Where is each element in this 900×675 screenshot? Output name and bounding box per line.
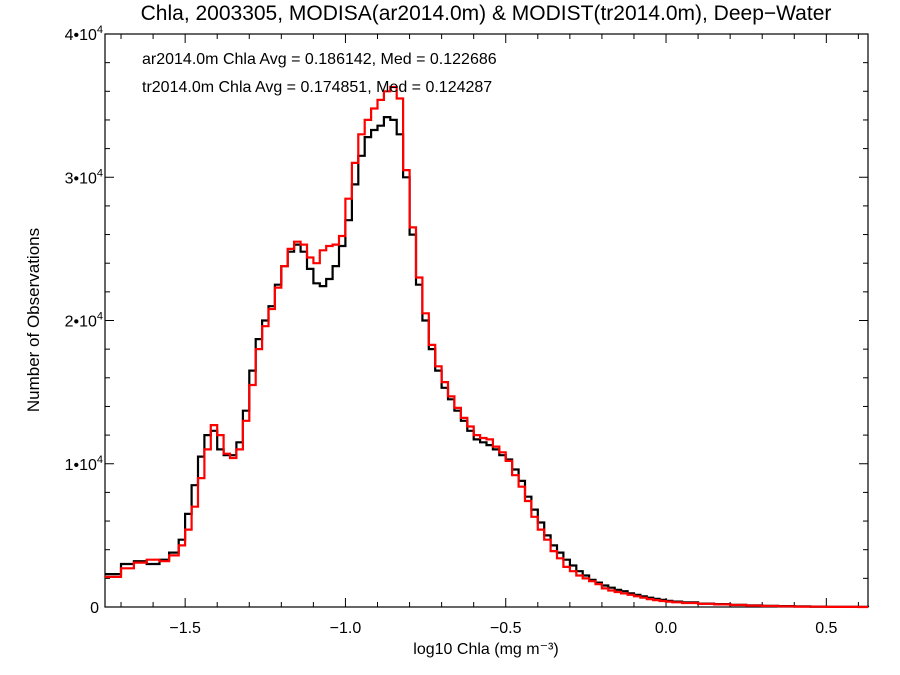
series-line-tr2014 [105,85,868,609]
stats-annotation: ar2014.0m Chla Avg = 0.186142, Med = 0.1… [142,51,497,68]
y-tick-label: 2•104 [65,311,103,331]
annotations: ar2014.0m Chla Avg = 0.186142, Med = 0.1… [142,51,497,96]
plot-area [104,33,869,608]
series-group [105,85,870,609]
x-axis-label: log10 Chla (mg m⁻³) [413,641,558,658]
chart-title: Chla, 2003305, MODISA(ar2014.0m) & MODIS… [141,2,832,25]
stats-annotation: tr2014.0m Chla Avg = 0.174851, Med = 0.1… [142,79,492,96]
y-axis: 0 1•104 2•104 3•104 4•104 [65,24,868,617]
x-tick-label: −0.5 [490,620,522,637]
y-tick-label: 3•104 [65,167,103,187]
x-tick-label: 0.0 [655,620,677,637]
y-tick-label: 0 [90,600,99,617]
x-tick-label: −1.5 [169,620,201,637]
series-line-ar2014 [105,116,870,608]
x-tick-label: 0.5 [815,620,837,637]
y-tick-label: 4•104 [65,24,103,44]
plot-frame [104,33,869,608]
y-axis-label: Number of Observations [24,228,43,412]
x-axis: −1.5 −1.0 −0.5 0.0 0.5 [120,34,859,637]
x-tick-label: −1.0 [330,620,362,637]
y-tick-label: 1•104 [65,454,103,474]
